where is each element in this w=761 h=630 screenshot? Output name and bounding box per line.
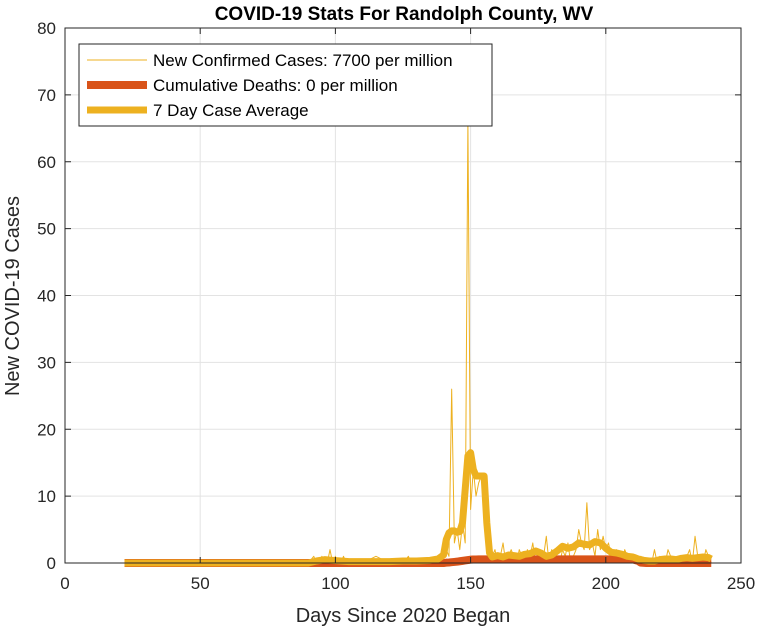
y-tick-label: 70 <box>37 86 56 105</box>
chart-title: COVID-19 Stats For Randolph County, WV <box>215 4 594 25</box>
series-line-new-confirmed-cases-7700-per-million <box>124 121 712 564</box>
axes: 0 50 100 150 200 250 0 10 20 30 40 50 60 70 80 <box>37 19 755 593</box>
x-tick-label: 100 <box>321 574 349 593</box>
legend-entry: Cumulative Deaths: 0 per million <box>153 76 398 95</box>
legend-entry: New Confirmed Cases: 7700 per million <box>153 51 453 70</box>
y-tick-label: 20 <box>37 420 56 439</box>
series-line-7-day-case-average <box>124 449 713 567</box>
x-axis-title: Days Since 2020 Began <box>296 605 511 627</box>
x-tick-label: 50 <box>191 574 210 593</box>
y-tick-label: 10 <box>37 487 56 506</box>
y-tick-label: 40 <box>37 287 56 306</box>
legend: New Confirmed Cases: 7700 per million Cum… <box>78 43 493 127</box>
y-tick-label: 0 <box>47 554 56 573</box>
y-tick-label: 30 <box>37 353 56 372</box>
y-tick-label: 60 <box>37 153 56 172</box>
legend-entry: 7 Day Case Average <box>153 101 309 120</box>
y-tick-label: 50 <box>37 220 56 239</box>
y-axis-title: New COVID-19 Cases <box>2 196 24 396</box>
y-tick-label: 80 <box>37 19 56 38</box>
x-tick-label: 200 <box>592 574 620 593</box>
x-tick-label: 250 <box>727 574 755 593</box>
plot-area <box>124 121 713 567</box>
x-tick-label: 150 <box>456 574 484 593</box>
x-tick-label: 0 <box>60 574 69 593</box>
legend-box <box>78 43 493 127</box>
